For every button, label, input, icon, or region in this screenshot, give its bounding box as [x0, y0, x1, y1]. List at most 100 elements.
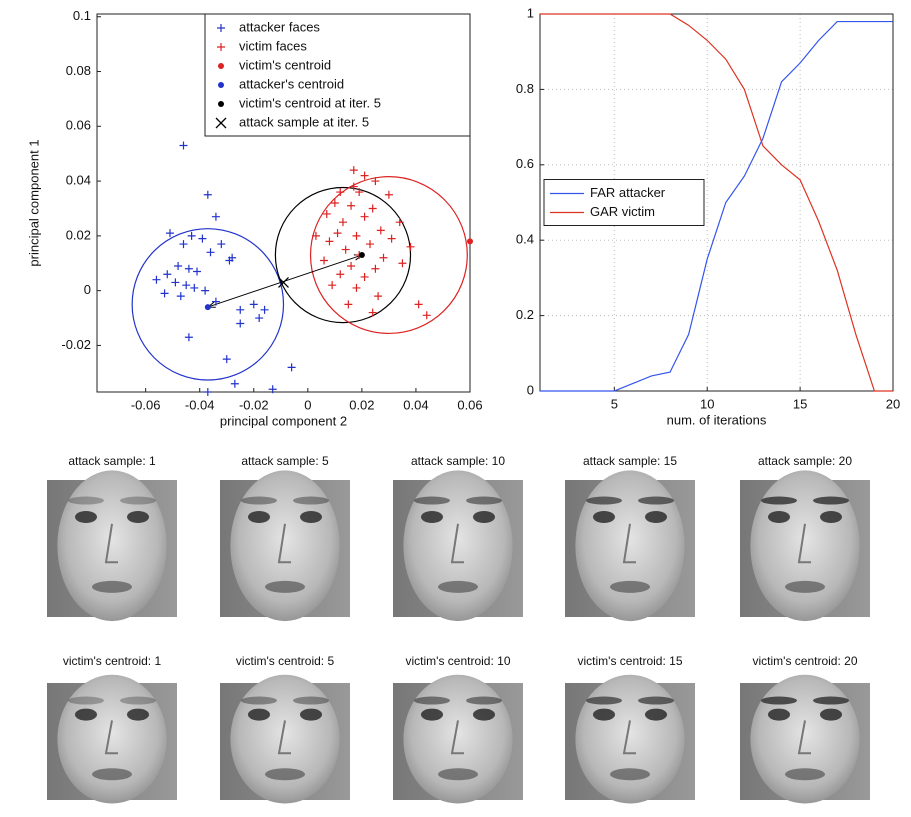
mouth	[92, 768, 132, 781]
eye	[75, 510, 97, 523]
point	[198, 234, 207, 243]
mouth	[785, 768, 825, 781]
legend-swatch	[218, 82, 224, 88]
brow	[813, 496, 849, 505]
eye	[593, 510, 615, 523]
y-tick-label: 0.1	[73, 8, 91, 23]
point	[278, 276, 289, 288]
x-tick-label: 5	[611, 396, 618, 411]
nose	[797, 523, 811, 564]
image-title: victim's centroid: 1	[63, 654, 162, 668]
brow	[761, 696, 797, 705]
nose	[450, 523, 464, 564]
image-title: attack sample: 10	[411, 454, 505, 468]
legend-label: victim's centroid at iter. 5	[239, 95, 381, 110]
brow	[466, 696, 502, 705]
y-tick-label: 0.08	[66, 63, 91, 78]
point	[387, 234, 396, 243]
brow	[414, 496, 450, 505]
face-image	[740, 674, 870, 804]
y-tick-label: 0.06	[66, 118, 91, 133]
line	[540, 13, 893, 392]
brow	[813, 696, 849, 705]
brow	[761, 496, 797, 505]
brow	[586, 696, 622, 705]
point	[249, 300, 258, 309]
nose	[622, 720, 636, 755]
x-tick-label: 15	[793, 396, 807, 411]
point	[352, 283, 361, 292]
legend-box	[543, 179, 705, 226]
x-tick-label: 0.06	[457, 397, 482, 412]
brow	[293, 696, 329, 705]
mouth	[610, 580, 650, 593]
eye	[127, 708, 149, 721]
x-tick-label: -0.02	[239, 397, 269, 412]
eye	[421, 510, 443, 523]
point	[360, 171, 369, 180]
point	[311, 231, 320, 240]
point	[211, 212, 220, 221]
image-title: attack sample: 5	[241, 454, 329, 468]
y-tick-label: 0.02	[66, 227, 91, 242]
eye	[248, 708, 270, 721]
image-title: victim's centroid: 10	[406, 654, 511, 668]
face-image	[220, 470, 350, 622]
eye	[593, 708, 615, 721]
x-tick-label: 10	[700, 396, 714, 411]
point	[368, 308, 377, 317]
eye	[645, 708, 667, 721]
legend-label: victim's centroid	[239, 57, 331, 72]
brow	[241, 696, 277, 705]
point	[379, 253, 388, 262]
y-tick-label: 0.8	[516, 81, 534, 96]
point	[203, 190, 212, 199]
point	[330, 199, 339, 207]
point	[325, 237, 334, 246]
brow	[241, 496, 277, 505]
legend-swatch	[218, 101, 224, 107]
nose	[450, 720, 464, 755]
point	[182, 281, 191, 290]
threshold-circle	[309, 176, 468, 335]
point	[376, 226, 385, 235]
point	[152, 275, 161, 284]
face-image	[220, 674, 350, 804]
point	[236, 319, 245, 328]
face-image	[47, 470, 177, 622]
point	[174, 262, 183, 270]
face	[230, 470, 340, 622]
point	[190, 283, 199, 292]
brow	[68, 696, 104, 705]
eye	[473, 510, 495, 523]
y-tick-label: 0.6	[516, 156, 534, 171]
y-tick-label: -0.02	[61, 337, 91, 352]
point	[395, 218, 404, 227]
mouth	[265, 768, 305, 781]
mouth	[265, 580, 305, 593]
point	[338, 218, 347, 227]
nose	[277, 523, 291, 564]
legend-swatch	[215, 117, 227, 129]
face	[403, 674, 513, 804]
brow	[68, 496, 104, 505]
legend-swatch	[217, 43, 225, 51]
point	[406, 242, 415, 251]
legend-label: GAR victim	[590, 204, 655, 219]
brow	[638, 696, 674, 705]
brow	[466, 496, 502, 505]
x-tick-label: -0.06	[131, 397, 161, 412]
point	[320, 256, 329, 265]
brow	[293, 496, 329, 505]
face-image	[740, 470, 870, 622]
y-tick-label: 0	[84, 282, 91, 297]
face	[230, 674, 340, 804]
point	[371, 264, 380, 273]
point	[176, 292, 185, 301]
point	[179, 240, 188, 249]
y-tick-label: 0.4	[516, 232, 534, 247]
point	[414, 300, 423, 309]
point	[422, 311, 431, 320]
eye	[473, 708, 495, 721]
face-image	[47, 674, 177, 804]
